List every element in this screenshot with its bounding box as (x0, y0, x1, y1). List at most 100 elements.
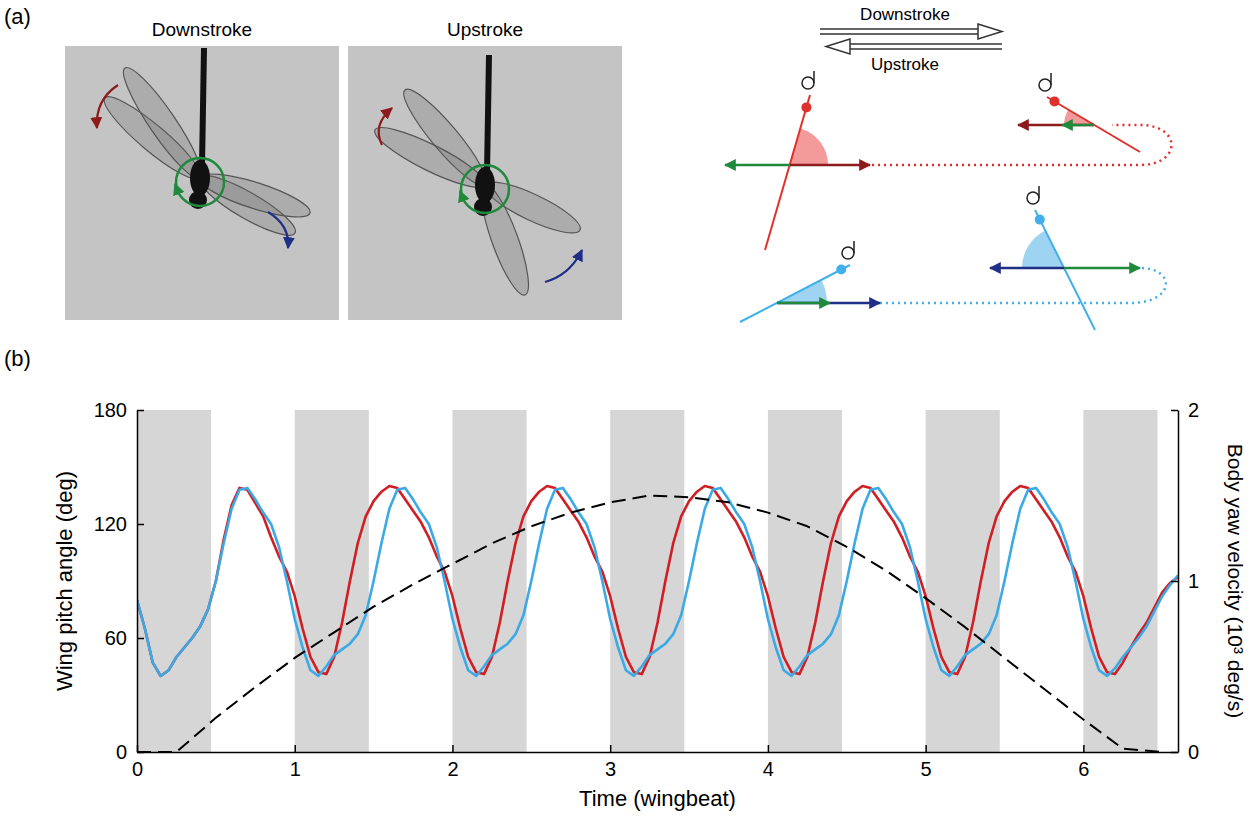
tick: 120 (94, 513, 144, 535)
y-axis-title: Wing pitch angle (deg) (52, 471, 77, 691)
stroke-arrow-head (978, 24, 1002, 39)
tick-mark (294, 745, 296, 752)
tick-label: 6 (1078, 758, 1089, 780)
force-arrow (777, 302, 830, 305)
diagram-label: Upstroke (871, 55, 939, 74)
tick: 0 (1171, 741, 1199, 763)
tick: 1 (290, 745, 301, 780)
tick-mark (1083, 745, 1085, 752)
tick-label: 3 (605, 758, 616, 780)
tick-mark (137, 524, 144, 526)
yaw-circle (461, 165, 509, 213)
tick: 1 (1171, 570, 1199, 592)
force-arrow (1062, 124, 1094, 127)
force-arrow (777, 302, 880, 305)
motion-arrow (545, 250, 582, 282)
stroke-path (880, 268, 1166, 303)
tick: 3 (605, 745, 616, 780)
wing-section (765, 95, 810, 250)
wing-hinge (1027, 192, 1039, 204)
stroke-diagram: Downstroke Upstroke (725, 5, 1172, 330)
tick-label: 180 (94, 399, 127, 421)
y-axis: 0 60 120 180 (94, 399, 144, 763)
wing-shape (196, 166, 314, 226)
photo-frame (348, 46, 622, 320)
wing-hinge (802, 77, 814, 89)
y-axis-line (137, 411, 139, 753)
downstroke-band (295, 410, 369, 752)
force-arrow (1064, 267, 1140, 270)
tick: 4 (763, 745, 774, 780)
tick-mark (925, 745, 927, 752)
tick-mark (1171, 410, 1178, 412)
panel-label: (b) (4, 346, 31, 371)
pitch-line (137, 488, 1178, 676)
wing-hinge-line (813, 71, 815, 83)
tick-label: 0 (116, 741, 127, 763)
tick-mark (137, 410, 144, 412)
tick: 6 (1078, 745, 1089, 780)
plot-area (137, 410, 1178, 752)
thorax (475, 167, 495, 203)
force-arrow (790, 164, 870, 167)
stroke-arrow-head (826, 39, 850, 54)
tick: 5 (921, 745, 932, 780)
panel-label: (a) (4, 4, 31, 29)
tick-mark (1171, 581, 1178, 583)
wing-section (1035, 210, 1095, 330)
yaw-velocity-line (137, 496, 1162, 753)
motion-arrow (268, 212, 288, 248)
x-axis-title: Time (wingbeat) (579, 786, 736, 811)
wing-hinge (1039, 79, 1051, 91)
thorax (190, 160, 210, 196)
panel-a: (a)DownstrokeUpstrokeDownstrokeUpstroke (4, 4, 1172, 330)
leading-edge (1049, 96, 1059, 106)
x-axis-line (138, 752, 1179, 754)
yaw-circle (176, 158, 224, 206)
tick-mark (452, 745, 454, 752)
x-axis: 0 1 2 3 4 5 6 (132, 745, 1179, 780)
tick-mark (137, 638, 144, 640)
tick: 2 (447, 745, 458, 780)
downstroke-band (926, 410, 1000, 752)
tick-label: 0 (132, 758, 143, 780)
downstroke-band (1083, 410, 1157, 752)
force-arrow (1018, 124, 1094, 127)
motion-arrow (379, 108, 392, 145)
force-arrow (725, 164, 790, 167)
dragonfly (97, 48, 314, 244)
stroke-arrow (820, 29, 978, 34)
wing-section (740, 265, 850, 322)
abdomen (202, 48, 204, 166)
leading-edge (801, 102, 811, 112)
abdomen (487, 55, 489, 173)
y2-axis: 0 1 2 (1171, 399, 1199, 763)
downstroke-band (768, 410, 842, 752)
diagram-label: Downstroke (860, 5, 950, 24)
wing-hinge-line (1050, 73, 1052, 85)
tick-mark (768, 745, 770, 752)
leading-edge (1035, 215, 1045, 225)
tick-label: 2 (1188, 399, 1199, 421)
tick: 2 (1171, 399, 1199, 421)
wing-hinge-line (1038, 186, 1040, 198)
yaw-arrow (460, 191, 463, 199)
wing-shape (369, 118, 491, 196)
downstroke-band (452, 410, 526, 752)
force-arrow (990, 267, 1064, 270)
wing-shape (473, 181, 537, 300)
tick-mark (610, 745, 612, 752)
y2-axis-title: Body yaw velocity (10³ deg/s) (1224, 444, 1247, 718)
figure: (a)DownstrokeUpstrokeDownstrokeUpstroke(… (0, 0, 1257, 820)
tick-label: 5 (921, 758, 932, 780)
downstroke-band (610, 410, 684, 752)
wing-hinge-line (853, 241, 855, 253)
tick: 180 (94, 399, 144, 421)
photo-title: Upstroke (447, 19, 523, 40)
tick: 60 (105, 627, 144, 649)
tick-mark (1171, 752, 1178, 754)
tick-label: 4 (763, 758, 774, 780)
tick-mark (137, 752, 144, 754)
dragonfly (369, 55, 585, 299)
wing-hinge (842, 247, 854, 259)
